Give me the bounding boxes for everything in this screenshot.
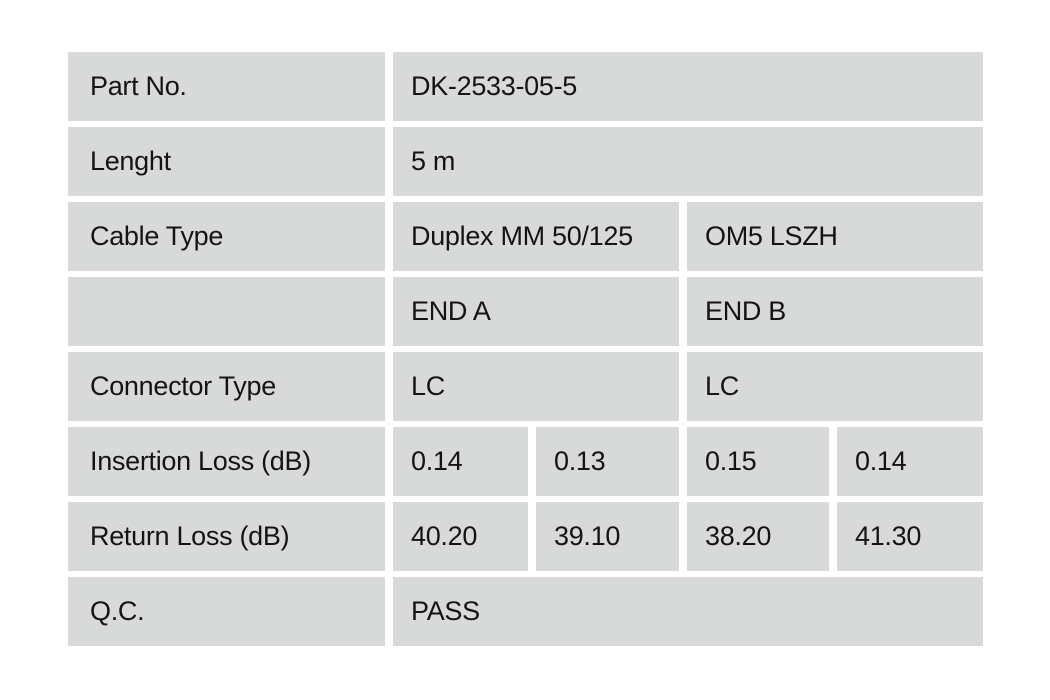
row-cable-type: Cable Type Duplex MM 50/125 OM5 LSZH [68, 202, 983, 271]
row-ends-header: END A END B [68, 277, 983, 346]
length-value: 5 m [393, 127, 983, 196]
row-length: Lenght 5 m [68, 127, 983, 196]
row-part-no: Part No. DK-2533-05-5 [68, 52, 983, 121]
part-no-label: Part No. [68, 52, 385, 121]
insertion-loss-end-b-1: 0.15 [687, 427, 829, 496]
insertion-loss-end-b-2: 0.14 [837, 427, 983, 496]
row-return-loss: Return Loss (dB) 40.20 39.10 38.20 41.30 [68, 502, 983, 571]
row-connector-type: Connector Type LC LC [68, 352, 983, 421]
insertion-loss-end-a-2: 0.13 [536, 427, 679, 496]
length-label: Lenght [68, 127, 385, 196]
connector-type-end-b: LC [687, 352, 983, 421]
ends-header-end-b: END B [687, 277, 983, 346]
return-loss-end-a-1: 40.20 [393, 502, 528, 571]
connector-type-label: Connector Type [68, 352, 385, 421]
connector-type-end-a: LC [393, 352, 679, 421]
cable-type-value-b: OM5 LSZH [687, 202, 983, 271]
return-loss-end-a-2: 39.10 [536, 502, 679, 571]
return-loss-label: Return Loss (dB) [68, 502, 385, 571]
qc-label: Q.C. [68, 577, 385, 646]
insertion-loss-label: Insertion Loss (dB) [68, 427, 385, 496]
row-qc: Q.C. PASS [68, 577, 983, 646]
cable-type-label: Cable Type [68, 202, 385, 271]
spec-table: Part No. DK-2533-05-5 Lenght 5 m Cable T… [60, 46, 991, 652]
cable-type-value-a: Duplex MM 50/125 [393, 202, 679, 271]
part-no-value: DK-2533-05-5 [393, 52, 983, 121]
qc-value: PASS [393, 577, 983, 646]
row-insertion-loss: Insertion Loss (dB) 0.14 0.13 0.15 0.14 [68, 427, 983, 496]
ends-header-end-a: END A [393, 277, 679, 346]
return-loss-end-b-1: 38.20 [687, 502, 829, 571]
ends-header-empty-cell [68, 277, 385, 346]
return-loss-end-b-2: 41.30 [837, 502, 983, 571]
insertion-loss-end-a-1: 0.14 [393, 427, 528, 496]
